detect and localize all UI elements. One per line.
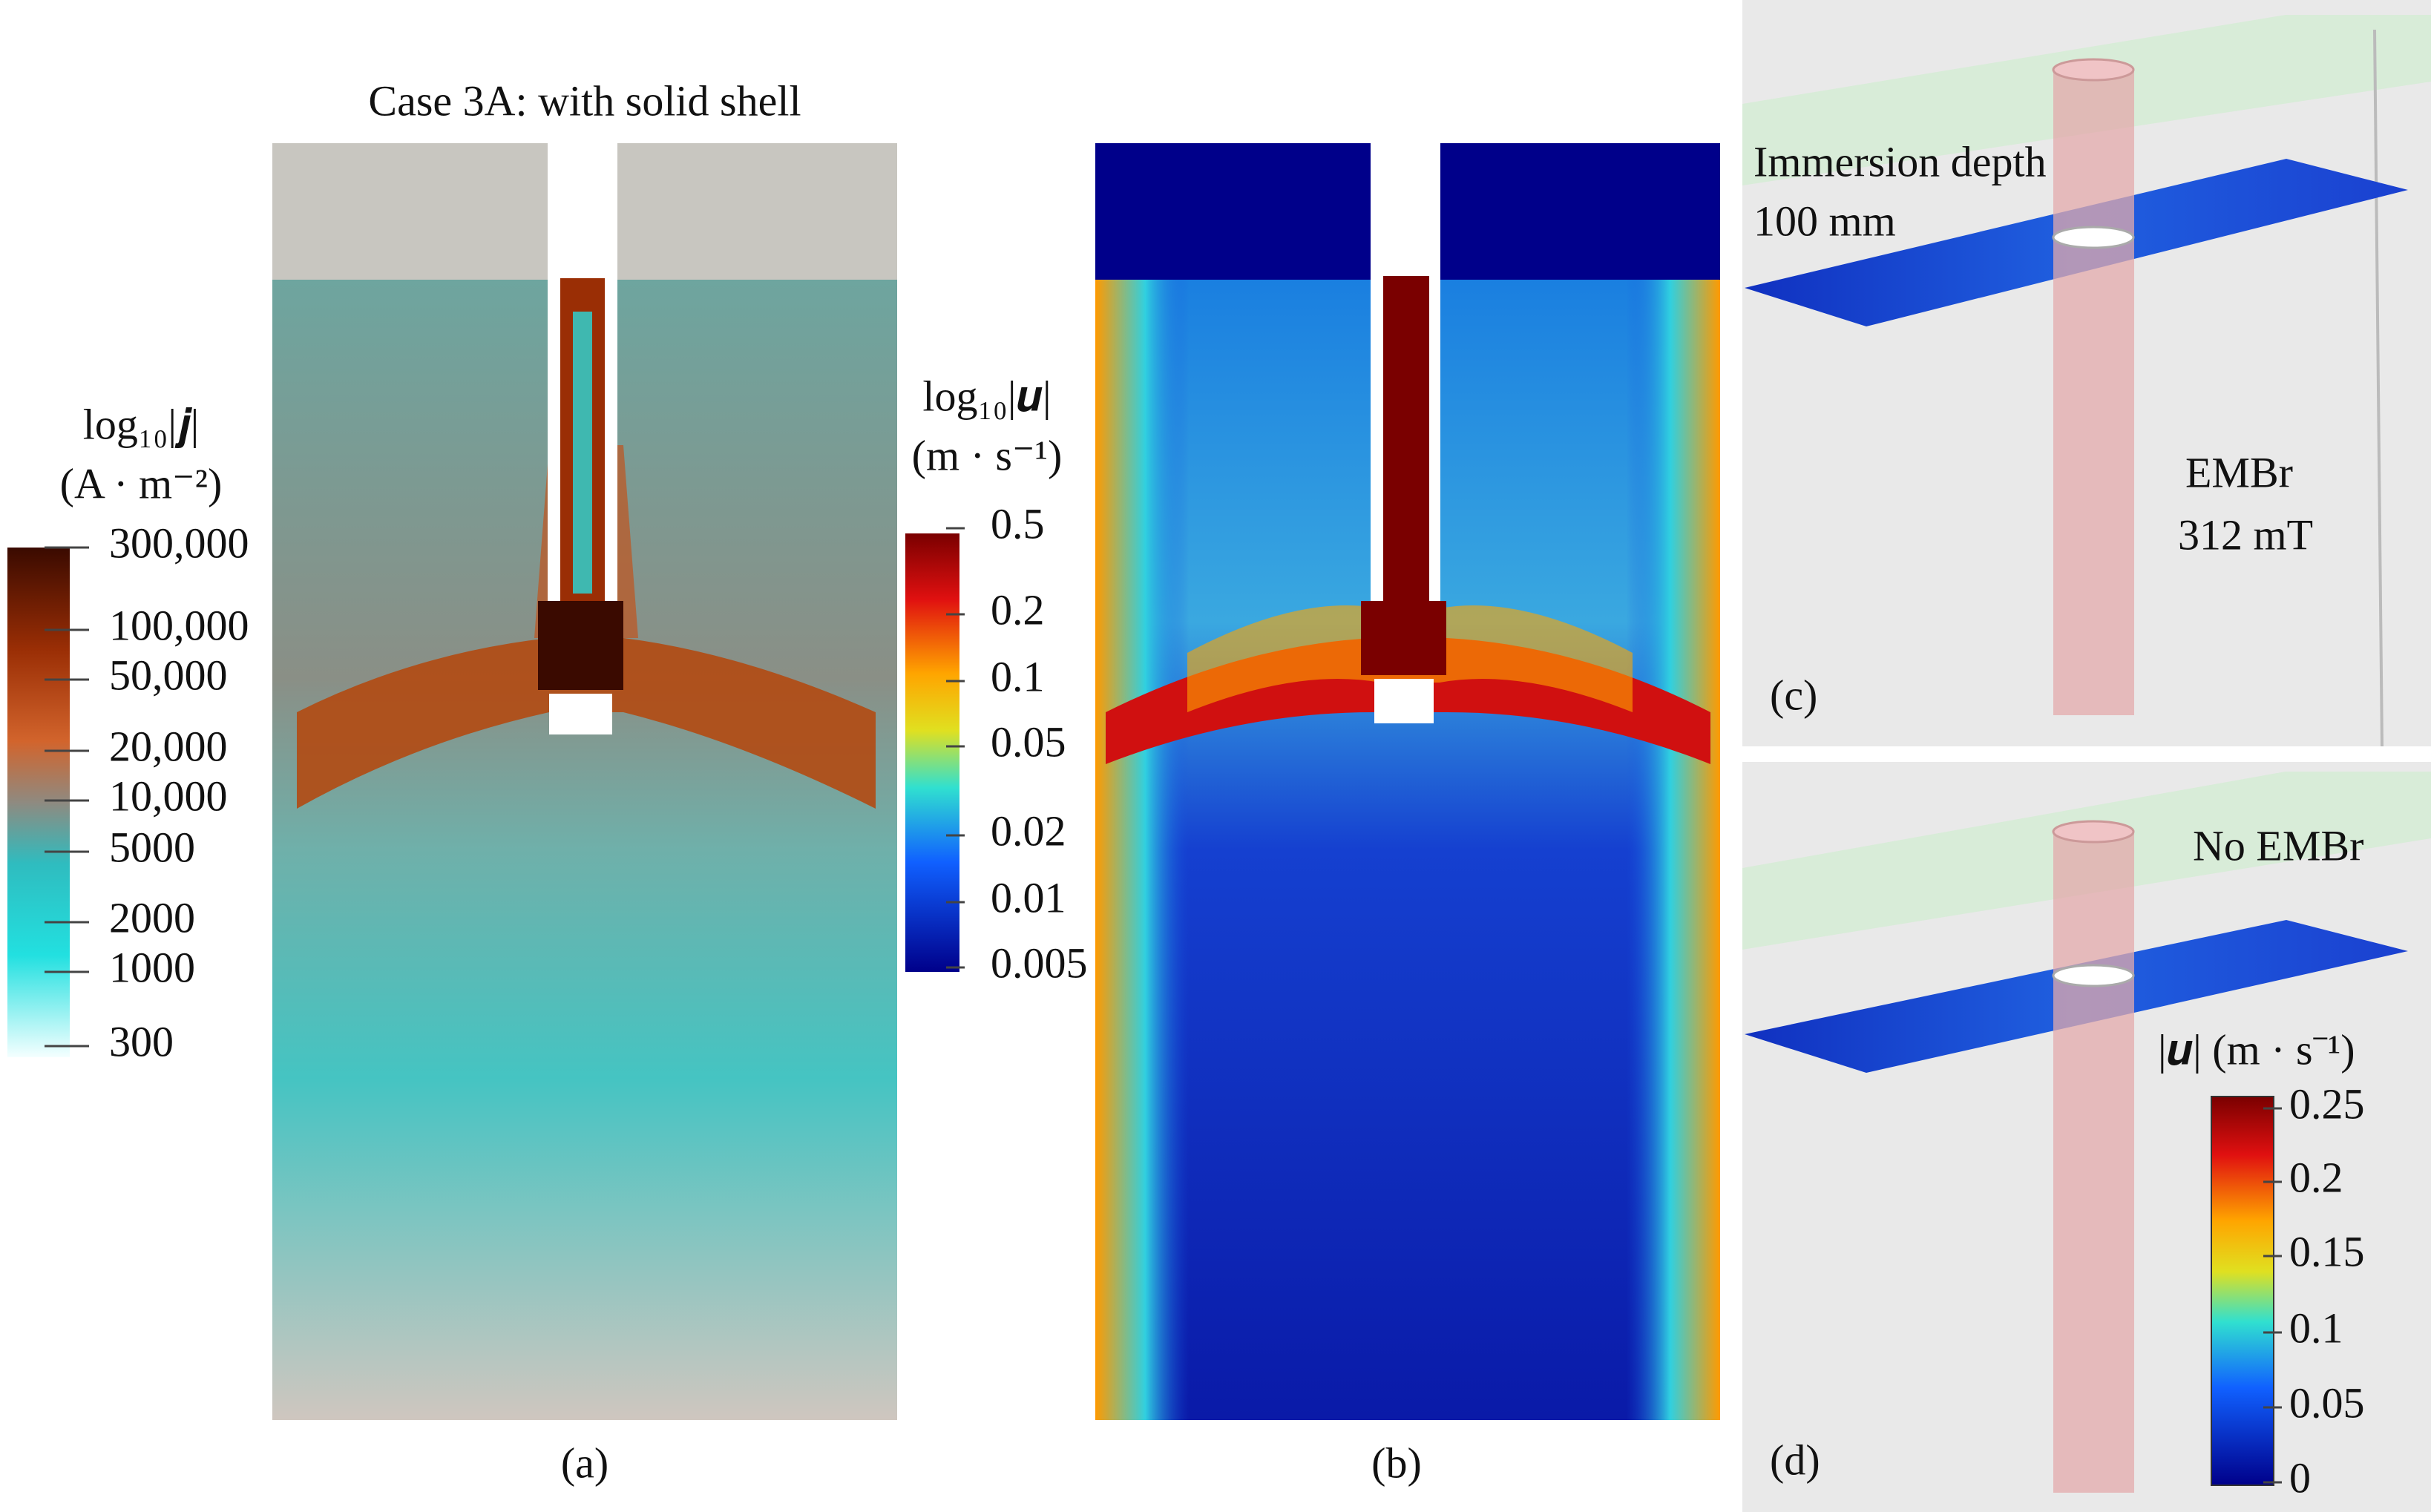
panel-label: (d) (1770, 1436, 1820, 1484)
tick-label: 0.1 (991, 652, 1045, 700)
tick-label: 0 (2289, 1453, 2311, 1502)
nozzle-inner (573, 312, 592, 594)
annotation: EMBr (2185, 448, 2293, 496)
colorbar (905, 533, 959, 972)
panel-b: (b) (1095, 143, 1720, 1487)
tick-label: 0.05 (991, 717, 1066, 766)
panel-a: Case 3A: with solid shell (a) (272, 76, 897, 1487)
tick-label: 5000 (109, 823, 195, 871)
nozzle-cut (2052, 226, 2135, 249)
panel-label: (c) (1770, 671, 1817, 719)
tick-label: 0.25 (2289, 1079, 2365, 1128)
current-band (297, 638, 876, 809)
edge (2373, 29, 2384, 747)
nozzle (2053, 70, 2134, 715)
tick-label: 0.15 (2289, 1227, 2365, 1275)
colorbar-title: log₁₀|𝒋| (83, 400, 199, 448)
tick-label: 0.2 (991, 585, 1045, 634)
tick-label: 0.005 (991, 939, 1088, 987)
nozzle-bottom (1374, 679, 1434, 723)
panel-label: (b) (1371, 1439, 1422, 1487)
tick-label: 0.2 (2289, 1153, 2343, 1201)
tick-label: 0.5 (991, 499, 1045, 548)
nozzle-port (538, 601, 623, 690)
panel-d: No EMBr |𝒖| (m · s⁻¹) (d) (1742, 762, 2431, 1512)
tick-label: 0.01 (991, 873, 1066, 921)
colorbar (7, 548, 70, 1057)
colorbar-unit: (m · s⁻¹) (912, 431, 1063, 479)
tick-label: 0.1 (2289, 1304, 2343, 1352)
panel-c: Immersion depth 100 mm EMBr 312 mT (c) (1742, 0, 2431, 747)
tick-label: 2000 (109, 893, 195, 941)
tick-label: 0.02 (991, 806, 1066, 855)
tick-label: 1000 (109, 943, 195, 991)
nozzle-jet (1383, 276, 1429, 610)
colorbar-b: log₁₀|𝒖| (m · s⁻¹) 0.5 0.2 0.1 0.05 0.02 0.01… (905, 372, 1088, 987)
colorbar-title: log₁₀|𝒖| (922, 372, 1051, 420)
annotation: No EMBr (2193, 821, 2363, 870)
annotation: 312 mT (2178, 510, 2313, 559)
caption: Case 3A: with solid shell (368, 76, 801, 125)
panel-label: (a) (561, 1439, 608, 1487)
nozzle-top (2052, 820, 2135, 844)
colorbar (2211, 1096, 2274, 1486)
tick-label: 50,000 (109, 651, 228, 699)
nozzle-port (1361, 601, 1446, 675)
nozzle-cut (2052, 964, 2135, 987)
annotation: 100 mm (1753, 197, 1896, 245)
tick-label: 300,000 (109, 519, 249, 567)
nozzle-top (2052, 58, 2135, 82)
colorbar-d: 0.25 0.2 0.15 0.1 0.05 0 (2211, 1079, 2365, 1502)
tick-label: 0.05 (2289, 1378, 2365, 1427)
colorbar-title: |𝒖| (m · s⁻¹) (2158, 1025, 2355, 1074)
tick-label: 300 (109, 1017, 174, 1065)
tick-label: 100,000 (109, 601, 249, 649)
annotation: Immersion depth (1753, 137, 2047, 185)
nozzle (2053, 832, 2134, 1493)
colorbar-unit: (A · m⁻²) (60, 459, 223, 507)
tick-label: 10,000 (109, 772, 228, 820)
nozzle-bottom (549, 694, 612, 734)
tick-label: 20,000 (109, 722, 228, 770)
